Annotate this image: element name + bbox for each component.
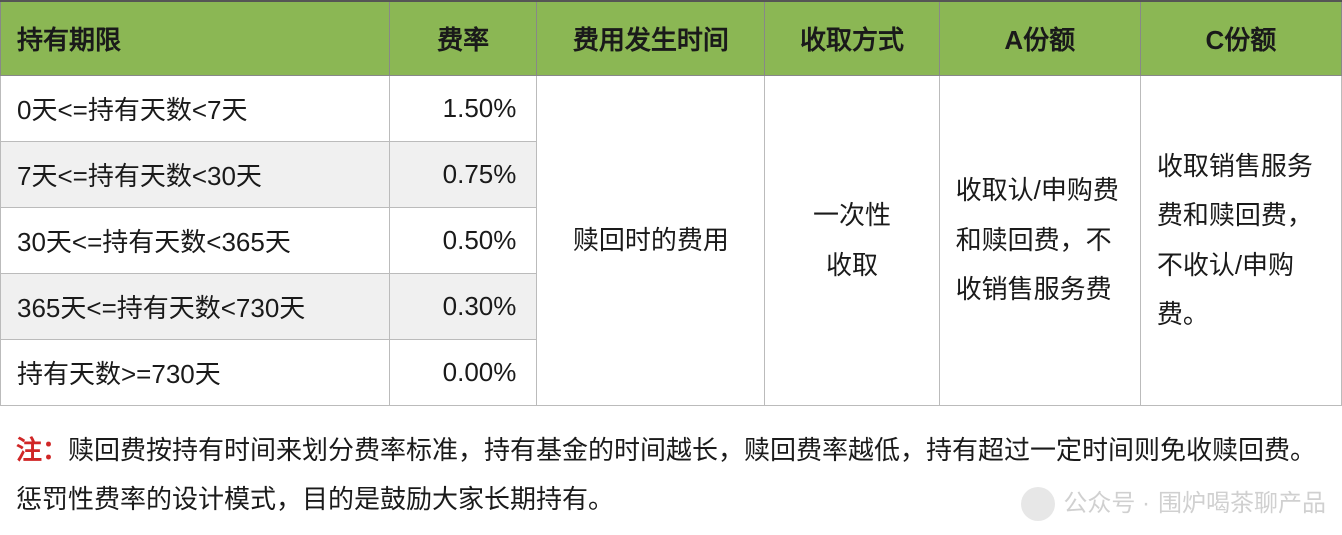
wechat-icon — [1021, 487, 1055, 521]
cell-rate: 0.00% — [389, 340, 537, 406]
watermark-prefix: 公众号 · — [1063, 481, 1150, 527]
watermark-name: 围炉喝茶聊产品 — [1158, 481, 1326, 527]
th-method: 收取方式 — [765, 1, 939, 76]
table-header-row: 持有期限 费率 费用发生时间 收取方式 A份额 C份额 — [1, 1, 1342, 76]
cell-share-c: 收取销售服务费和赎回费，不收认/申购费。 — [1140, 76, 1341, 406]
watermark: 公众号 · 围炉喝茶聊产品 — [1021, 481, 1326, 527]
note-section: 注：赎回费按持有时间来划分费率标准，持有基金的时间越长，赎回费率越低，持有超过一… — [0, 406, 1342, 535]
th-share-c: C份额 — [1140, 1, 1341, 76]
cell-period: 365天<=持有天数<730天 — [1, 274, 390, 340]
cell-period: 0天<=持有天数<7天 — [1, 76, 390, 142]
cell-rate: 0.50% — [389, 208, 537, 274]
cell-method: 一次性收取 — [765, 76, 939, 406]
cell-period: 30天<=持有天数<365天 — [1, 208, 390, 274]
th-share-a: A份额 — [939, 1, 1140, 76]
th-rate: 费率 — [389, 1, 537, 76]
cell-period: 持有天数>=730天 — [1, 340, 390, 406]
note-label: 注： — [16, 435, 68, 465]
cell-rate: 1.50% — [389, 76, 537, 142]
note-text: 赎回费按持有时间来划分费率标准，持有基金的时间越长，赎回费率越低，持有超过一定时… — [16, 435, 1316, 514]
cell-rate: 0.75% — [389, 142, 537, 208]
table-row: 0天<=持有天数<7天 1.50% 赎回时的费用 一次性收取 收取认/申购费和赎… — [1, 76, 1342, 142]
cell-share-a: 收取认/申购费和赎回费，不收销售服务费 — [939, 76, 1140, 406]
fee-table: 持有期限 费率 费用发生时间 收取方式 A份额 C份额 0天<=持有天数<7天 … — [0, 0, 1342, 406]
cell-fee-time: 赎回时的费用 — [537, 76, 765, 406]
cell-period: 7天<=持有天数<30天 — [1, 142, 390, 208]
cell-rate: 0.30% — [389, 274, 537, 340]
th-fee-time: 费用发生时间 — [537, 1, 765, 76]
th-period: 持有期限 — [1, 1, 390, 76]
